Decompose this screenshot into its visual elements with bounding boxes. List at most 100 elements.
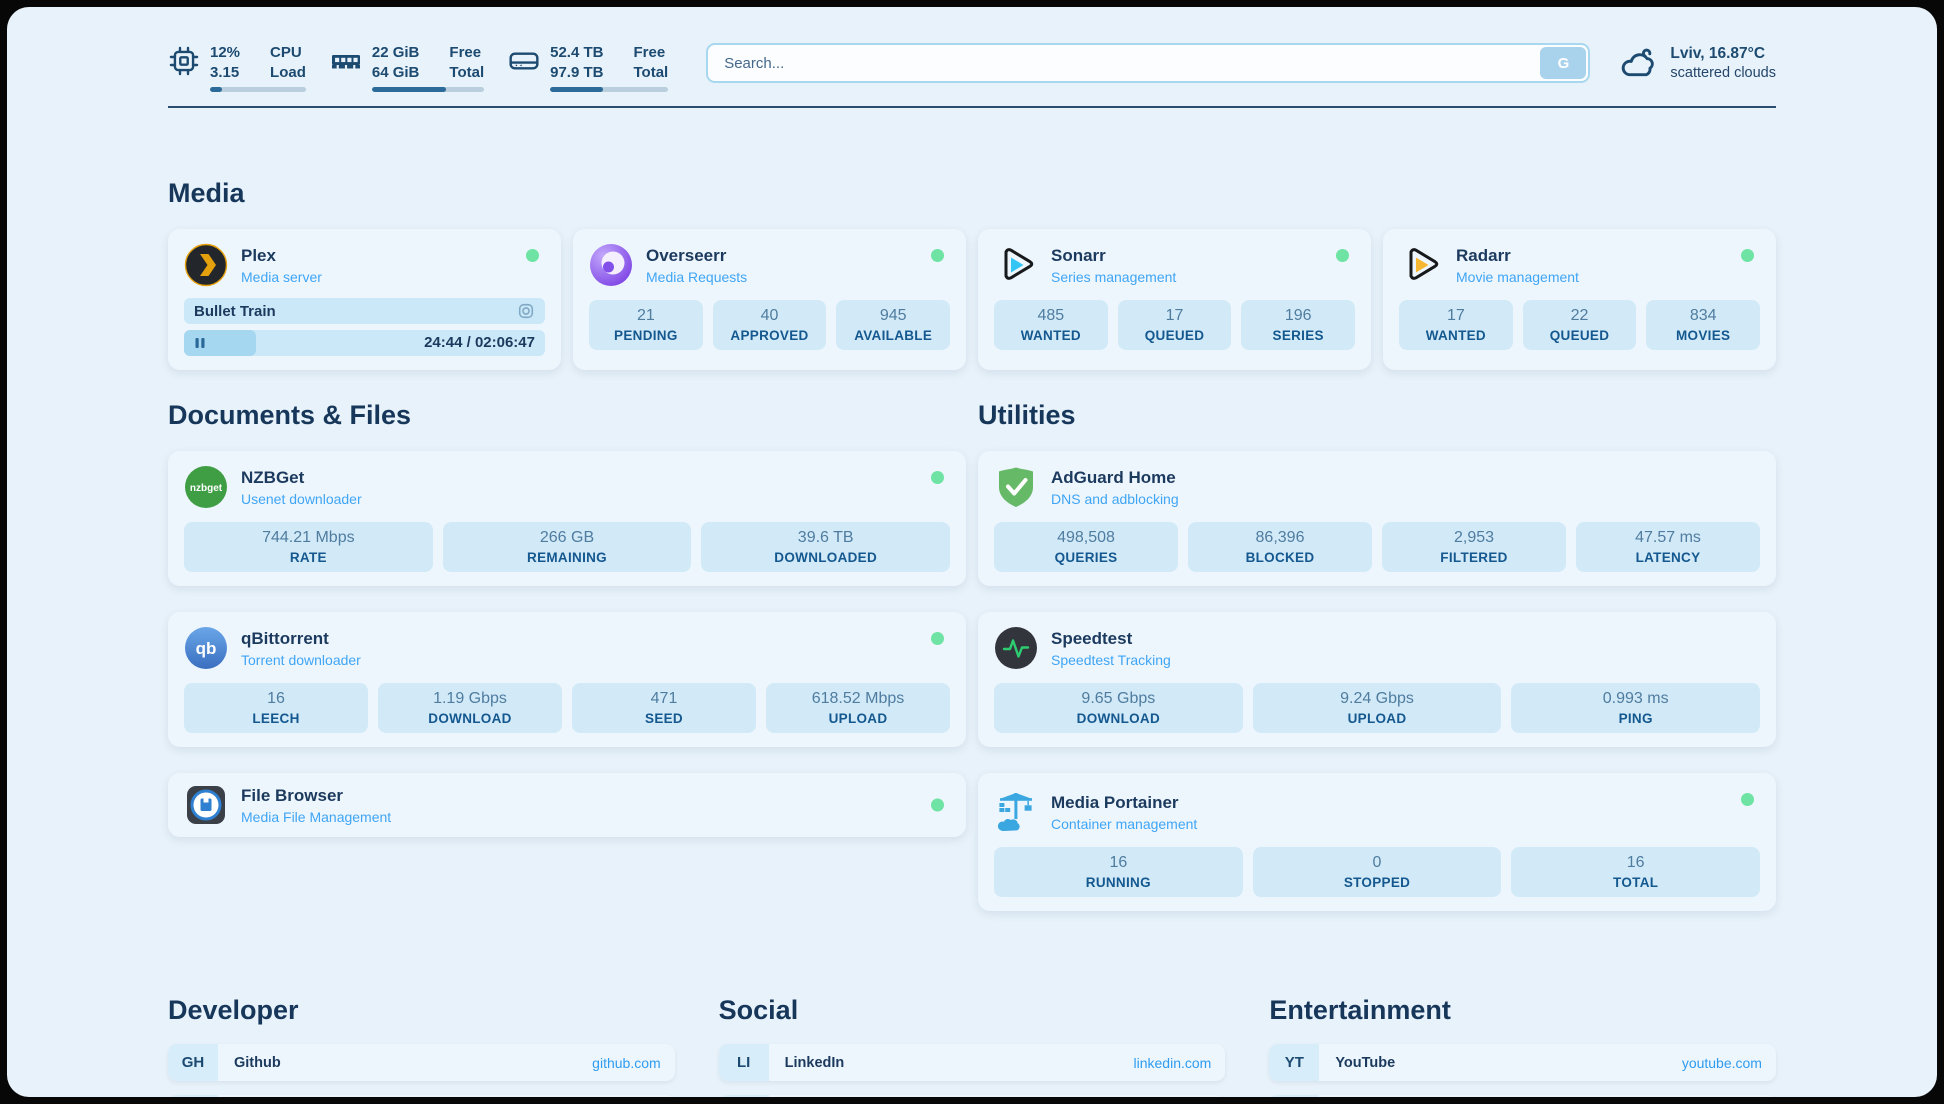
status-dot — [1336, 249, 1349, 262]
stat-value: 17 — [1446, 307, 1465, 324]
cpu-load-value: 3.15 — [210, 63, 240, 81]
bookmark-group-title: Social — [718, 995, 799, 1025]
section-title-documents: Documents & Files — [168, 400, 412, 430]
stat-value: 40 — [760, 307, 779, 324]
bookmark-youtube[interactable]: YT YouTube youtube.com — [1269, 1044, 1776, 1081]
bookmark-group-social: Social LI LinkedIn linkedin.com TW Twitt… — [718, 995, 1226, 1097]
service-card-nzbget[interactable]: nzbget NZBGet Usenet downloader 744.21 M… — [168, 451, 966, 586]
service-subtitle: Usenet downloader — [241, 490, 362, 507]
stat-label: APPROVED — [730, 328, 809, 343]
bookmark-url: linkedin.com — [1133, 1054, 1212, 1071]
sonarr-icon — [994, 243, 1038, 287]
stat-label: STOPPED — [1343, 875, 1411, 890]
nzbget-icon: nzbget — [184, 465, 228, 509]
service-card-plex[interactable]: Plex Media server Bullet Train — [168, 229, 561, 370]
bookmark-linkedin[interactable]: LI LinkedIn linkedin.com — [718, 1044, 1226, 1081]
bookmark-url: github.com — [592, 1054, 661, 1071]
search-input[interactable] — [706, 43, 1591, 83]
bookmark-stackoverflow[interactable]: SO StackOverflow stackoverflow.com — [168, 1095, 675, 1097]
service-card-speedtest[interactable]: Speedtest Speedtest Tracking 9.65 Gbps D… — [978, 612, 1776, 747]
stat-chip: 16 TOTAL — [1511, 847, 1761, 897]
stat-label: TOTAL — [1613, 875, 1659, 890]
stat-chip: 22 QUEUED — [1522, 300, 1637, 350]
bookmark-netflix[interactable]: NF Netflix netflix.com — [1269, 1095, 1776, 1097]
stat-chip: 945 AVAILABLE — [836, 300, 951, 350]
stat-value: 0 — [1372, 854, 1382, 871]
status-dot — [931, 632, 944, 645]
media-grid: Plex Media server Bullet Train — [168, 229, 1776, 370]
now-playing-bar: Bullet Train — [184, 298, 545, 324]
stat-chip: 40 APPROVED — [712, 300, 827, 350]
ram-icon — [330, 43, 362, 92]
bookmark-abbr: NF — [1269, 1095, 1320, 1097]
stat-label: QUERIES — [1054, 550, 1118, 565]
status-dot — [1741, 249, 1754, 262]
bookmark-name: YouTube — [1335, 1054, 1396, 1071]
stat-label: DOWNLOADED — [774, 550, 878, 565]
stat-chip: 47.57 ms LATENCY — [1576, 522, 1760, 572]
ram-total-value: 64 GiB — [371, 63, 420, 81]
bookmark-group-developer: Developer GH Github github.com SO StackO… — [168, 995, 675, 1097]
disk-widget: 52.4 TB 97.9 TB Free Total — [508, 43, 669, 92]
search-engine-button[interactable]: G — [1540, 47, 1587, 79]
dashboard: 12% 3.15 CPU Load — [7, 7, 1937, 1097]
disk-free-label: Free — [633, 44, 666, 61]
service-card-radarr[interactable]: Radarr Movie management 17 WANTED 22 QUE… — [1383, 229, 1776, 370]
stat-label: FILTERED — [1440, 550, 1508, 565]
stat-chip: 0.993 ms PING — [1511, 683, 1761, 733]
service-card-qbittorrent[interactable]: qb qBittorrent Torrent downloader 16 LEE… — [168, 612, 966, 747]
session-view-icon[interactable] — [517, 302, 535, 320]
search-bar: G — [706, 43, 1591, 83]
stat-label: PING — [1618, 711, 1653, 726]
bookmark-github[interactable]: GH Github github.com — [168, 1044, 675, 1081]
ram-free-value: 22 GiB — [371, 44, 420, 61]
service-card-filebrowser[interactable]: File Browser Media File Management — [168, 773, 966, 837]
service-card-overseerr[interactable]: Overseerr Media Requests 21 PENDING 40 A… — [573, 229, 966, 370]
stat-label: SEED — [645, 711, 683, 726]
stat-value: 1.19 Gbps — [433, 690, 507, 707]
service-name: AdGuard Home — [1051, 467, 1176, 487]
bookmark-twitter[interactable]: TW Twitter twitter.com — [718, 1095, 1226, 1097]
bookmark-abbr: TW — [718, 1095, 769, 1097]
cpu-usage-value: 12% — [210, 44, 241, 61]
ram-total-label: Total — [449, 63, 485, 81]
bookmark-url: youtube.com — [1681, 1054, 1762, 1071]
disk-progress-bar — [550, 87, 669, 92]
disk-total-label: Total — [633, 63, 669, 81]
stat-chip: 2,953 FILTERED — [1382, 522, 1566, 572]
stat-label: UPLOAD — [1347, 711, 1407, 726]
stat-chip: 9.24 Gbps UPLOAD — [1252, 683, 1502, 733]
service-name: Plex — [241, 245, 276, 265]
bookmark-abbr: GH — [168, 1044, 218, 1081]
stat-value: 21 — [636, 307, 655, 324]
stat-chip: 9.65 Gbps DOWNLOAD — [994, 683, 1243, 733]
stat-label: RATE — [289, 550, 327, 565]
bookmark-group-title: Entertainment — [1269, 995, 1451, 1025]
stat-value: 0.993 ms — [1602, 690, 1669, 707]
bookmark-group-title: Developer — [168, 995, 299, 1025]
bookmark-abbr: YT — [1269, 1044, 1320, 1081]
stat-chip: 17 WANTED — [1399, 300, 1513, 350]
stat-value: 16 — [1626, 854, 1645, 871]
ram-free-label: Free — [449, 44, 482, 61]
cloud-icon — [1620, 46, 1658, 80]
documents-column: Documents & Files nzbget NZBGet Usenet d… — [168, 400, 966, 937]
stat-chip: 498,508 QUERIES — [994, 522, 1178, 572]
service-name: qBittorrent — [241, 628, 329, 648]
service-name: Radarr — [1456, 245, 1511, 265]
stat-chip: 39.6 TB DOWNLOADED — [701, 522, 951, 572]
svg-text:nzbget: nzbget — [190, 483, 223, 494]
service-card-adguard[interactable]: AdGuard Home DNS and adblocking 498,508 … — [978, 451, 1776, 586]
service-card-portainer[interactable]: Media Portainer Container management 16 … — [978, 773, 1776, 911]
stat-value: 2,953 — [1453, 529, 1495, 546]
header-divider — [168, 106, 1776, 108]
service-card-sonarr[interactable]: Sonarr Series management 485 WANTED 17 Q… — [978, 229, 1371, 370]
stat-label: DOWNLOAD — [428, 711, 512, 726]
service-subtitle: Movie management — [1456, 268, 1579, 285]
service-name: NZBGet — [241, 467, 305, 487]
stat-label: UPLOAD — [828, 711, 888, 726]
stat-value: 16 — [267, 690, 285, 707]
stat-label: DOWNLOAD — [1076, 711, 1161, 726]
status-dot — [526, 249, 539, 262]
qbittorrent-icon: qb — [184, 626, 228, 670]
